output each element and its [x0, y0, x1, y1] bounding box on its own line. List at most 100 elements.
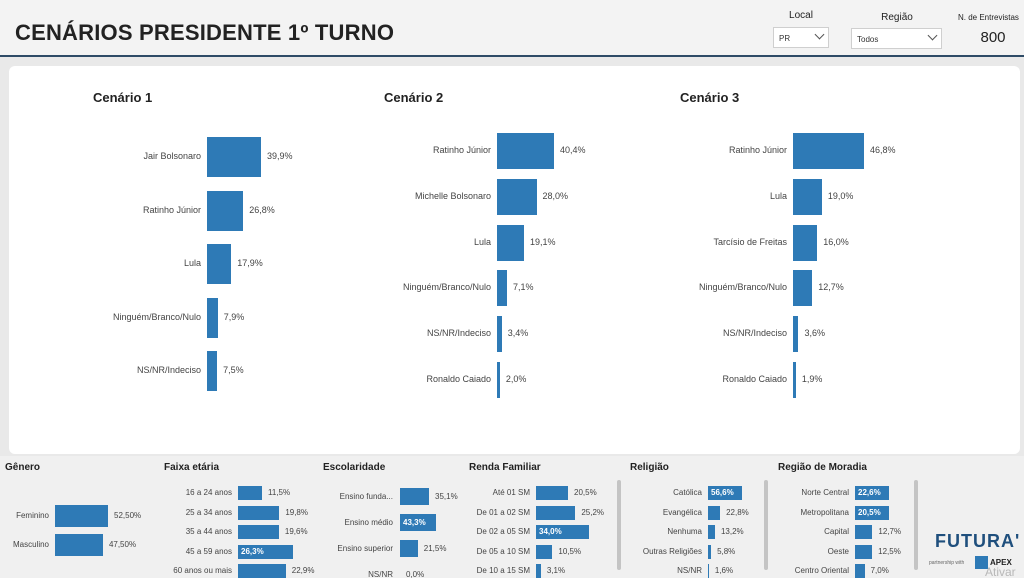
section-title: Religião: [630, 462, 669, 473]
bar[interactable]: [536, 525, 590, 539]
bar-value-label: 20,5%: [858, 507, 881, 517]
bar[interactable]: [238, 486, 262, 500]
bar-category-label: De 01 a 02 SM: [476, 507, 530, 517]
bar[interactable]: [55, 534, 103, 556]
bar-value-label: 10,5%: [558, 546, 582, 556]
bar[interactable]: [793, 362, 796, 398]
bar-value-label: 13,2%: [720, 527, 744, 536]
bar[interactable]: [793, 316, 799, 353]
bar-category-label: De 10 a 15 SM: [476, 566, 530, 575]
bar[interactable]: [238, 505, 280, 520]
bar[interactable]: [855, 486, 889, 500]
bar-category-label: 16 a 24 anos: [185, 488, 232, 497]
bar-value-label: 7,5%: [223, 365, 244, 376]
bar-category-label: 45 a 59 anos: [185, 546, 232, 556]
bar-value-label: 22,6%: [858, 488, 881, 497]
bar-value-label: 16,0%: [823, 236, 849, 247]
bar[interactable]: [207, 351, 218, 392]
scenario-title: Cenário 1: [93, 90, 153, 105]
bar-value-label: 12,7%: [818, 282, 844, 293]
bar[interactable]: [708, 544, 712, 559]
section-title: Escolaridade: [323, 462, 386, 473]
bar[interactable]: [497, 178, 537, 215]
activation-watermark: Ativar o: [985, 565, 1016, 578]
bar[interactable]: [536, 505, 576, 520]
bar[interactable]: [238, 544, 293, 559]
bar-category-label: Ronaldo Caiado: [722, 374, 787, 384]
regiao-moradia-scrollbar[interactable]: [914, 480, 918, 570]
bar-value-label: 3,1%: [546, 566, 566, 575]
bar[interactable]: [497, 133, 554, 169]
bar-value-label: 12,7%: [878, 527, 902, 536]
bar-value-label: 11,5%: [268, 488, 291, 497]
bar[interactable]: [536, 486, 568, 500]
bar[interactable]: [793, 224, 818, 261]
bar-category-label: Ensino superior: [337, 543, 393, 553]
bar[interactable]: [238, 564, 286, 578]
bar-value-label: 3,6%: [804, 328, 825, 339]
bar[interactable]: [497, 224, 524, 261]
bar-category-label: Capital: [824, 527, 849, 536]
bar[interactable]: [793, 178, 822, 215]
bar-value-label: 22,9%: [291, 566, 315, 575]
demographics-panel: [0, 456, 1024, 578]
bar[interactable]: [400, 488, 429, 505]
bar-category-label: Lula: [473, 236, 491, 247]
local-dropdown[interactable]: PR: [773, 27, 829, 48]
bar[interactable]: [497, 270, 508, 307]
bar[interactable]: [497, 362, 500, 398]
bar[interactable]: [708, 564, 709, 578]
bar-category-label: Ensino médio: [344, 517, 393, 527]
bar[interactable]: [855, 544, 873, 559]
bar-value-label: 25,2%: [581, 507, 605, 517]
bar[interactable]: [855, 505, 889, 520]
bar-value-label: 34,0%: [539, 527, 562, 536]
bar[interactable]: [855, 564, 865, 578]
bar[interactable]: [855, 525, 873, 539]
bar[interactable]: [207, 137, 261, 177]
bar[interactable]: [55, 505, 108, 527]
bar[interactable]: [400, 540, 418, 557]
renda-scrollbar[interactable]: [764, 480, 768, 570]
bar-category-label: Ratinho Júnior: [142, 204, 201, 215]
bar-category-label: Até 01 SM: [492, 488, 530, 497]
bar-category-label: Metropolitana: [800, 507, 849, 517]
partnership-text: partnership with: [929, 560, 965, 566]
bar-category-label: Ninguém/Branco/Nulo: [698, 282, 787, 293]
bar-value-label: 19,8%: [285, 507, 308, 517]
religiao-scrollbar[interactable]: [617, 480, 621, 570]
bar-category-label: Masculino: [12, 540, 49, 549]
bar-category-label: Ratinho Júnior: [728, 145, 787, 155]
bar[interactable]: [708, 486, 742, 500]
scenario-title: Cenário 2: [384, 90, 444, 105]
apex-logo: APEX: [990, 558, 1012, 567]
bar[interactable]: [400, 514, 436, 531]
bar-value-label: 1,9%: [801, 374, 823, 384]
section-title: Faixa etária: [164, 462, 220, 473]
section-title: Renda Familiar: [469, 462, 541, 473]
bar[interactable]: [207, 244, 232, 285]
bar[interactable]: [708, 525, 715, 539]
local-filter-label: Local: [789, 10, 813, 21]
bar-category-label: 60 anos ou mais: [173, 566, 232, 575]
bar[interactable]: [793, 270, 813, 307]
bar[interactable]: [793, 133, 864, 169]
bar-category-label: Feminino: [16, 511, 49, 520]
regiao-dropdown[interactable]: Todos: [851, 28, 942, 49]
bar-value-label: 39,9%: [267, 151, 293, 161]
bar-value-label: 2,0%: [505, 374, 527, 384]
header-bar: CENÁRIOS PRESIDENTE 1º TURNO Local PR Re…: [0, 0, 1024, 57]
bar[interactable]: [536, 544, 553, 559]
bar[interactable]: [536, 564, 541, 578]
interview-count-value: 800: [980, 29, 1006, 46]
bar-category-label: NS/NR/Indeciso: [136, 365, 201, 376]
bar[interactable]: [207, 190, 244, 231]
bar-category-label: Ninguém/Branco/Nulo: [112, 311, 201, 322]
bar[interactable]: [497, 316, 502, 353]
bar[interactable]: [708, 505, 721, 520]
regiao-dropdown-value: Todos: [857, 35, 879, 44]
bar[interactable]: [238, 525, 279, 539]
bar-category-label: 35 a 44 anos: [185, 527, 232, 536]
bar[interactable]: [207, 297, 218, 338]
bar-category-label: NS/NR/Indeciso: [426, 328, 491, 339]
